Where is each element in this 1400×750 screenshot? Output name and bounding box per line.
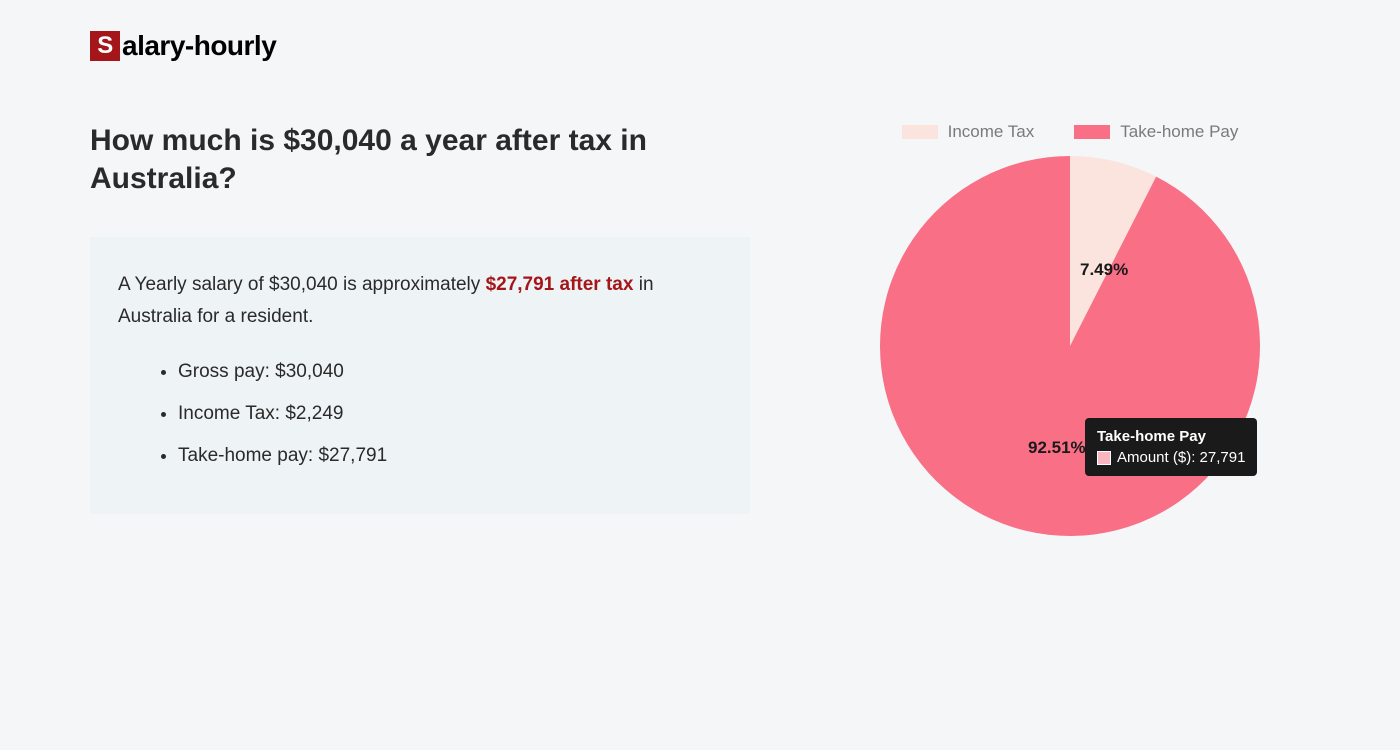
summary-lead: A Yearly salary of $30,040 is approximat…: [118, 269, 722, 334]
tooltip-value: Amount ($): 27,791: [1117, 449, 1245, 466]
summary-list: Gross pay: $30,040 Income Tax: $2,249 Ta…: [118, 356, 722, 473]
legend-label: Income Tax: [948, 122, 1035, 142]
legend-item-take-home: Take-home Pay: [1074, 122, 1238, 142]
logo-text: alary-hourly: [122, 30, 276, 62]
list-item: Income Tax: $2,249: [178, 398, 722, 430]
content-row: How much is $30,040 a year after tax in …: [90, 122, 1310, 536]
right-column: Income Tax Take-home Pay 7.49% 92.51% Ta…: [830, 122, 1310, 536]
slice-label-income-tax: 7.49%: [1080, 260, 1128, 280]
logo: S alary-hourly: [90, 30, 1310, 62]
summary-box: A Yearly salary of $30,040 is approximat…: [90, 237, 750, 514]
list-item: Gross pay: $30,040: [178, 356, 722, 388]
summary-highlight: $27,791 after tax: [486, 274, 634, 295]
tooltip-row: Amount ($): 27,791: [1097, 449, 1245, 466]
legend-label: Take-home Pay: [1120, 122, 1238, 142]
list-item: Take-home pay: $27,791: [178, 440, 722, 472]
chart-tooltip: Take-home Pay Amount ($): 27,791: [1085, 418, 1257, 476]
slice-label-take-home: 92.51%: [1028, 438, 1086, 458]
legend-swatch: [1074, 125, 1110, 139]
left-column: How much is $30,040 a year after tax in …: [90, 122, 750, 536]
legend-item-income-tax: Income Tax: [902, 122, 1035, 142]
pie-svg: [880, 156, 1260, 536]
tooltip-title: Take-home Pay: [1097, 428, 1245, 445]
pie-chart: 7.49% 92.51% Take-home Pay Amount ($): 2…: [880, 156, 1260, 536]
tooltip-swatch: [1097, 451, 1111, 465]
page-title: How much is $30,040 a year after tax in …: [90, 122, 750, 197]
logo-s-square: S: [90, 31, 120, 61]
chart-legend: Income Tax Take-home Pay: [830, 122, 1310, 142]
summary-lead-before: A Yearly salary of $30,040 is approximat…: [118, 274, 486, 295]
legend-swatch: [902, 125, 938, 139]
